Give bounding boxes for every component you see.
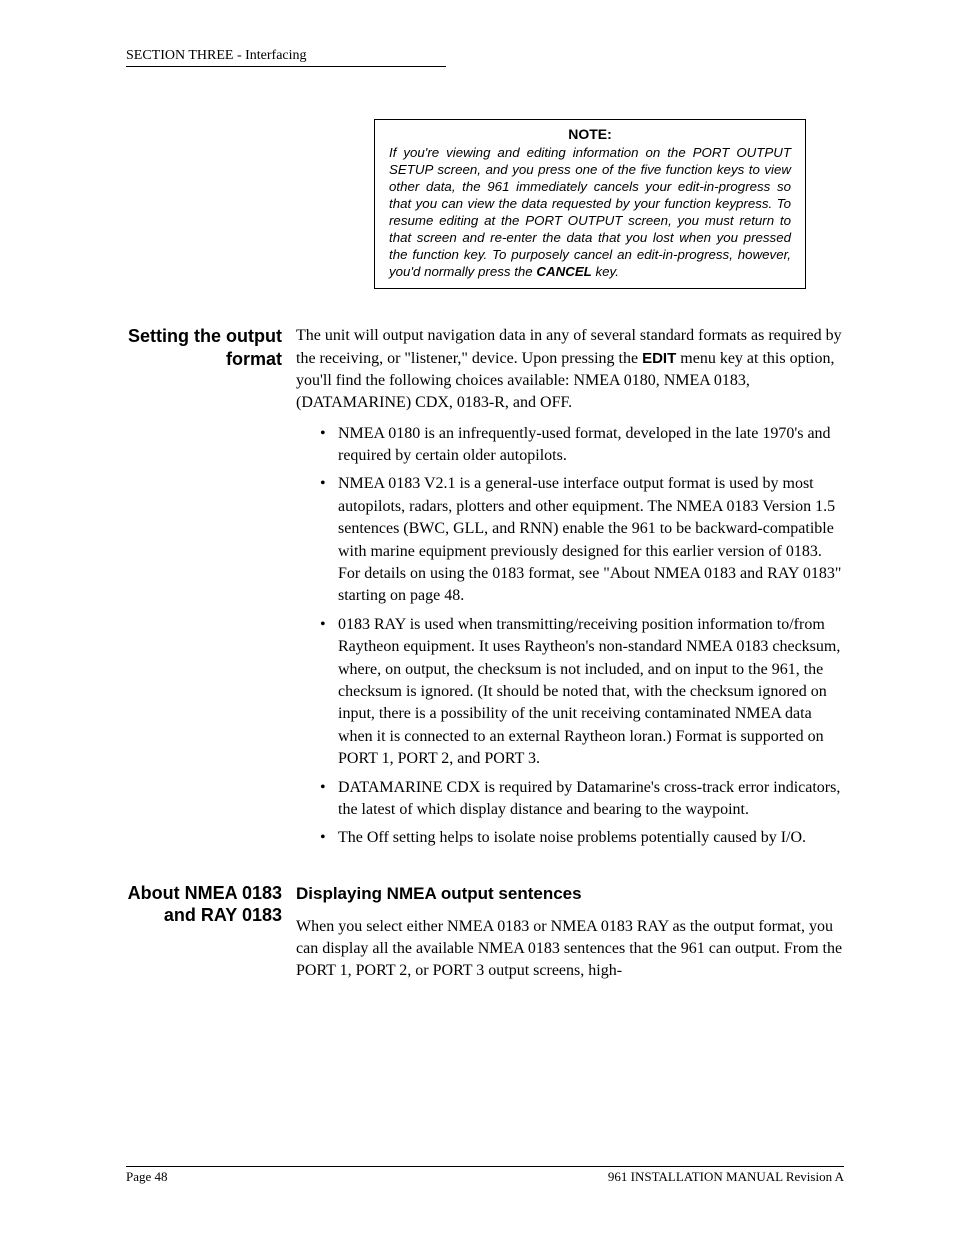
footer-right: 961 INSTALLATION MANUAL Revision A xyxy=(608,1169,844,1185)
footer-left: Page 48 xyxy=(126,1169,168,1185)
section-about-nmea: About NMEA 0183 and RAY 0183 Displaying … xyxy=(126,882,844,985)
note-body: If you're viewing and editing informatio… xyxy=(389,144,791,280)
page-header: SECTION THREE - Interfacing xyxy=(126,48,446,67)
section-setting-output-format: Setting the output format The unit will … xyxy=(126,325,844,856)
section-body: The unit will output navigation data in … xyxy=(296,325,844,856)
section-body: Displaying NMEA output sentences When yo… xyxy=(296,882,844,985)
side-heading: Setting the output format xyxy=(126,325,296,856)
list-item: NMEA 0183 V2.1 is a general-use interfac… xyxy=(320,473,844,607)
note-title: NOTE: xyxy=(389,126,791,142)
page-footer: Page 48 961 INSTALLATION MANUAL Revision… xyxy=(126,1166,844,1185)
list-item: The Off setting helps to isolate noise p… xyxy=(320,827,844,849)
sub-heading: Displaying NMEA output sentences xyxy=(296,882,844,906)
bullet-list: NMEA 0180 is an infrequently-used format… xyxy=(296,423,844,850)
body-paragraph: When you select either NMEA 0183 or NMEA… xyxy=(296,916,844,983)
side-heading: About NMEA 0183 and RAY 0183 xyxy=(126,882,296,985)
note-box: NOTE: If you're viewing and editing info… xyxy=(374,119,806,289)
list-item: 0183 RAY is used when transmitting/recei… xyxy=(320,614,844,771)
intro-paragraph: The unit will output navigation data in … xyxy=(296,325,844,415)
list-item: NMEA 0180 is an infrequently-used format… xyxy=(320,423,844,468)
list-item: DATAMARINE CDX is required by Datamarine… xyxy=(320,777,844,822)
